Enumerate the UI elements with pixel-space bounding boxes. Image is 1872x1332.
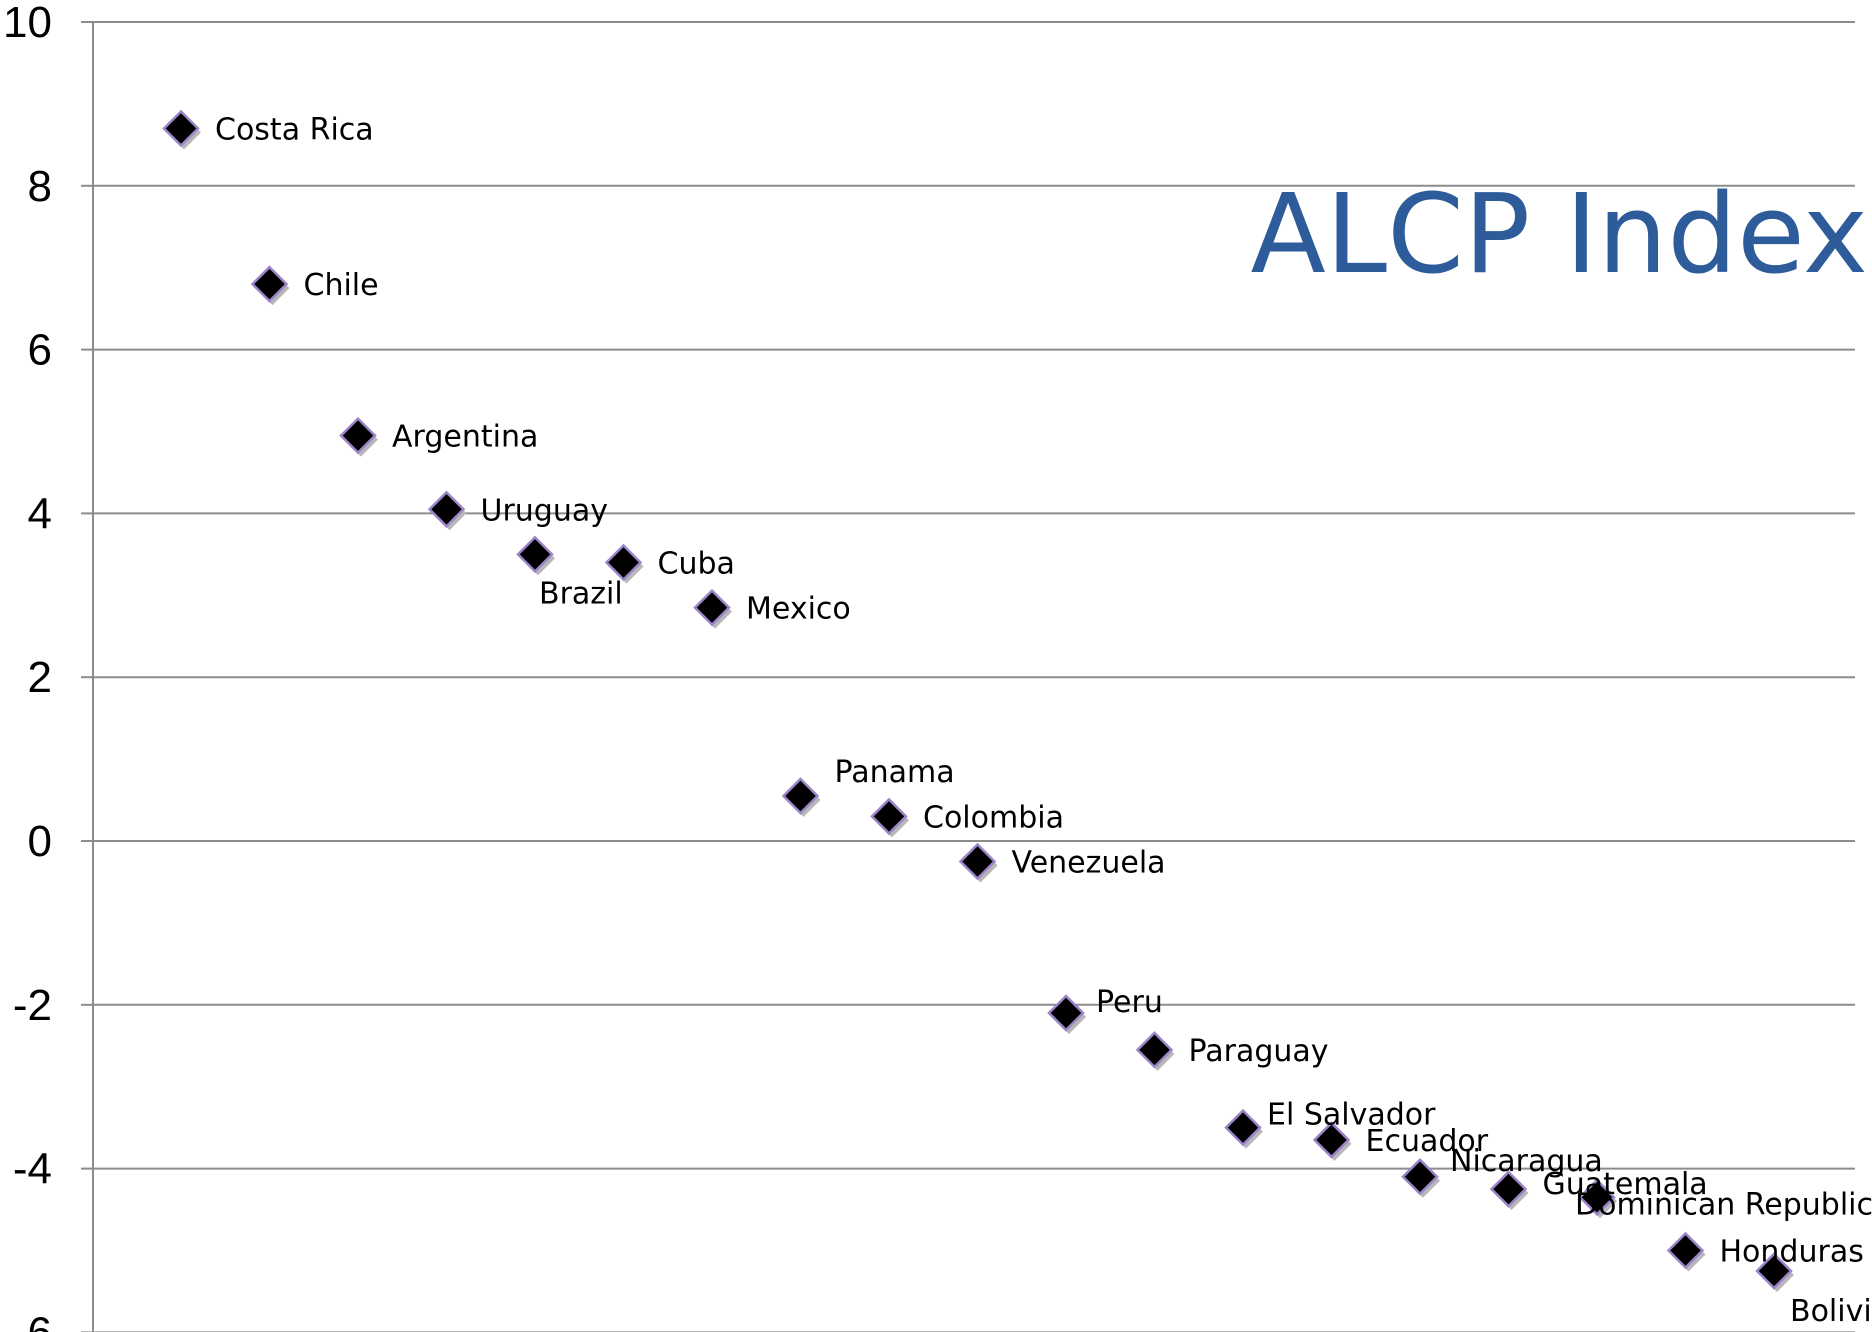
data-point <box>1224 1108 1262 1147</box>
data-point <box>1047 994 1085 1032</box>
data-point-label: El Salvador <box>1267 1098 1436 1133</box>
data-point-label: Cuba <box>658 547 735 582</box>
data-point-label: Honduras <box>1720 1235 1864 1270</box>
y-axis-tick-labels: 10 8 6 4 2 0 -2 -4 -6 <box>3 0 52 1332</box>
y-axis-tick-label: 6 <box>28 326 52 375</box>
data-point <box>958 842 997 881</box>
data-point <box>162 109 200 148</box>
data-point-label: Bolivia <box>1790 1294 1872 1329</box>
data-point-label: Peru <box>1096 985 1163 1020</box>
data-point-label: Guatemala <box>1543 1167 1708 1202</box>
data-point-label: Venezuela <box>1012 845 1166 880</box>
y-axis-tick-label: 8 <box>28 162 52 211</box>
data-point <box>516 535 554 574</box>
data-point-label: Costa Rica <box>215 112 374 147</box>
data-point-label: Dominican Republic <box>1575 1187 1872 1222</box>
data-point <box>1401 1158 1439 1196</box>
y-axis-tick-label: 10 <box>3 0 52 47</box>
data-point <box>870 797 908 836</box>
grid-lines <box>81 21 1855 1332</box>
data-point <box>339 416 377 455</box>
data-point <box>693 588 731 627</box>
data-point <box>781 777 820 815</box>
data-point-labels: Costa Rica Chile Argentina Uruguay Brazil Cub… <box>215 112 1872 1329</box>
data-point-label: Colombia <box>923 800 1064 835</box>
data-point <box>250 265 289 303</box>
data-point-label: Uruguay <box>481 493 609 528</box>
data-point-label: Chile <box>304 268 379 303</box>
data-point-label: Argentina <box>392 420 538 455</box>
y-axis-tick-label: 2 <box>28 653 52 702</box>
data-point-label: Ecuador <box>1366 1124 1489 1159</box>
y-axis-tick-label: 0 <box>28 817 52 866</box>
data-point-label: Mexico <box>746 592 851 627</box>
data-point <box>1312 1121 1351 1159</box>
data-points <box>162 109 1794 1292</box>
data-point-label: Panama <box>835 755 955 790</box>
data-point <box>1666 1231 1705 1270</box>
y-axis-tick-label: -2 <box>13 981 52 1030</box>
data-point-label: Brazil <box>539 576 623 611</box>
chart-title: ALCP Index <box>1251 170 1868 298</box>
data-point <box>1755 1252 1793 1290</box>
y-axis-tick-label: 4 <box>28 489 52 538</box>
data-point <box>1578 1178 1616 1217</box>
data-point <box>604 543 643 582</box>
y-axis-tick-label: -4 <box>13 1145 52 1194</box>
y-axis-tick-label: -6 <box>13 1308 52 1332</box>
data-point-label: Paraguay <box>1189 1034 1329 1069</box>
data-point <box>427 490 466 529</box>
data-point <box>1135 1031 1174 1069</box>
data-point-label: Nicaragua <box>1450 1144 1603 1179</box>
data-point <box>1489 1170 1528 1208</box>
